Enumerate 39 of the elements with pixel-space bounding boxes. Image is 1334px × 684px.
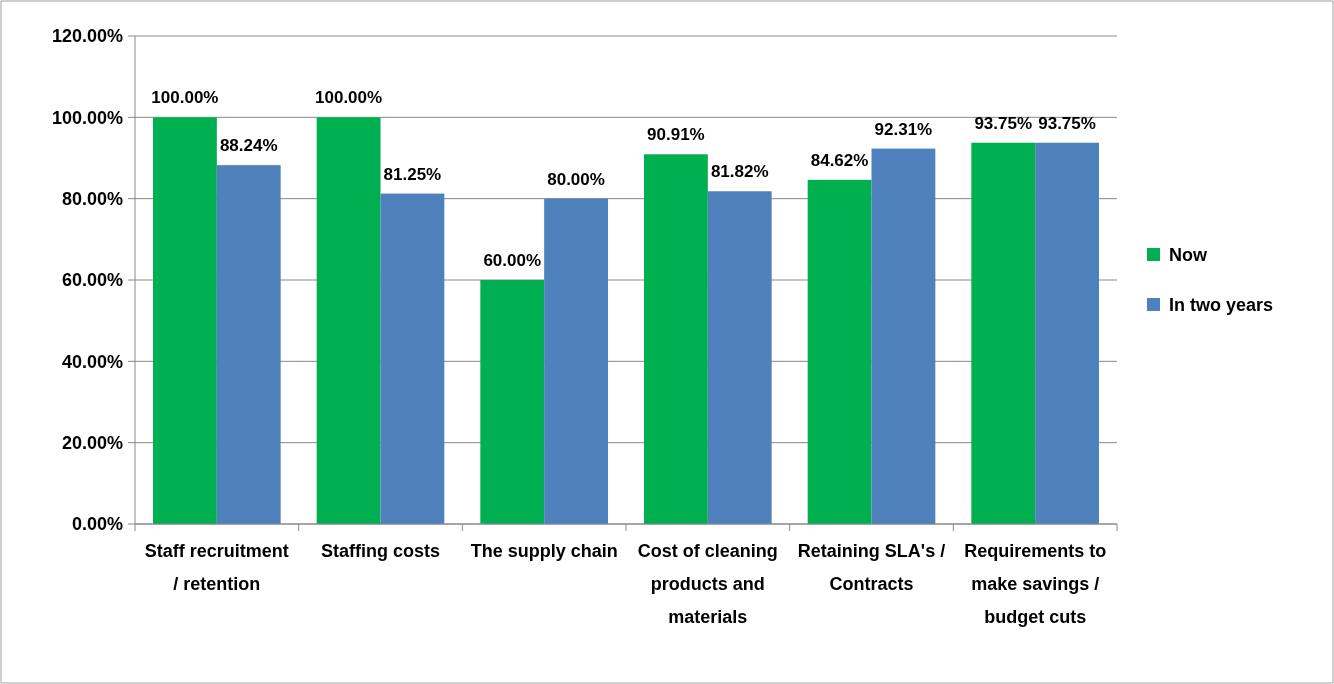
bar bbox=[216, 165, 281, 524]
data-label: 60.00% bbox=[483, 251, 542, 270]
data-label: 80.00% bbox=[547, 169, 605, 189]
data-label: 88.24% bbox=[219, 136, 278, 156]
x-tick-label: Staff recruitment / retention bbox=[144, 541, 289, 594]
data-label: 81.82% bbox=[710, 162, 769, 182]
y-tick-label: 120.00% bbox=[51, 26, 123, 47]
y-tick-label: 20.00% bbox=[61, 432, 123, 453]
legend-label: Now bbox=[1169, 245, 1208, 266]
bar bbox=[380, 193, 445, 524]
data-label: 93.75% bbox=[1038, 113, 1096, 133]
x-tick-label: Cost of cleaning products and materials bbox=[637, 541, 778, 627]
data-label: 92.31% bbox=[874, 119, 933, 139]
data-label: 81.25% bbox=[383, 164, 442, 184]
bar bbox=[544, 198, 608, 524]
x-tick-label: Staffing costs bbox=[320, 541, 441, 561]
bar bbox=[480, 280, 545, 524]
data-label: 100.00% bbox=[151, 88, 219, 108]
bar bbox=[316, 117, 381, 524]
y-tick-label: 0.00% bbox=[71, 514, 123, 535]
x-tick-label: Retaining SLA's / Contracts bbox=[797, 541, 946, 594]
bar bbox=[153, 117, 217, 524]
bar bbox=[971, 142, 1036, 524]
bar bbox=[1035, 142, 1099, 524]
x-tick-label: Requirements to make savings / budget cuts bbox=[964, 541, 1107, 627]
bar bbox=[871, 148, 936, 524]
data-label: 93.75% bbox=[974, 113, 1033, 133]
data-label: 84.62% bbox=[810, 150, 869, 170]
x-tick-label: The supply chain bbox=[470, 541, 618, 561]
bar bbox=[644, 154, 708, 524]
legend-label: In two years bbox=[1169, 295, 1274, 316]
bar bbox=[807, 179, 872, 524]
y-tick-label: 100.00% bbox=[51, 107, 123, 128]
y-tick-label: 60.00% bbox=[61, 270, 123, 291]
data-label: 100.00% bbox=[315, 88, 383, 108]
data-label: 90.91% bbox=[647, 125, 705, 145]
bar bbox=[707, 191, 772, 524]
y-tick-label: 80.00% bbox=[61, 188, 123, 209]
y-tick-label: 40.00% bbox=[61, 351, 123, 372]
